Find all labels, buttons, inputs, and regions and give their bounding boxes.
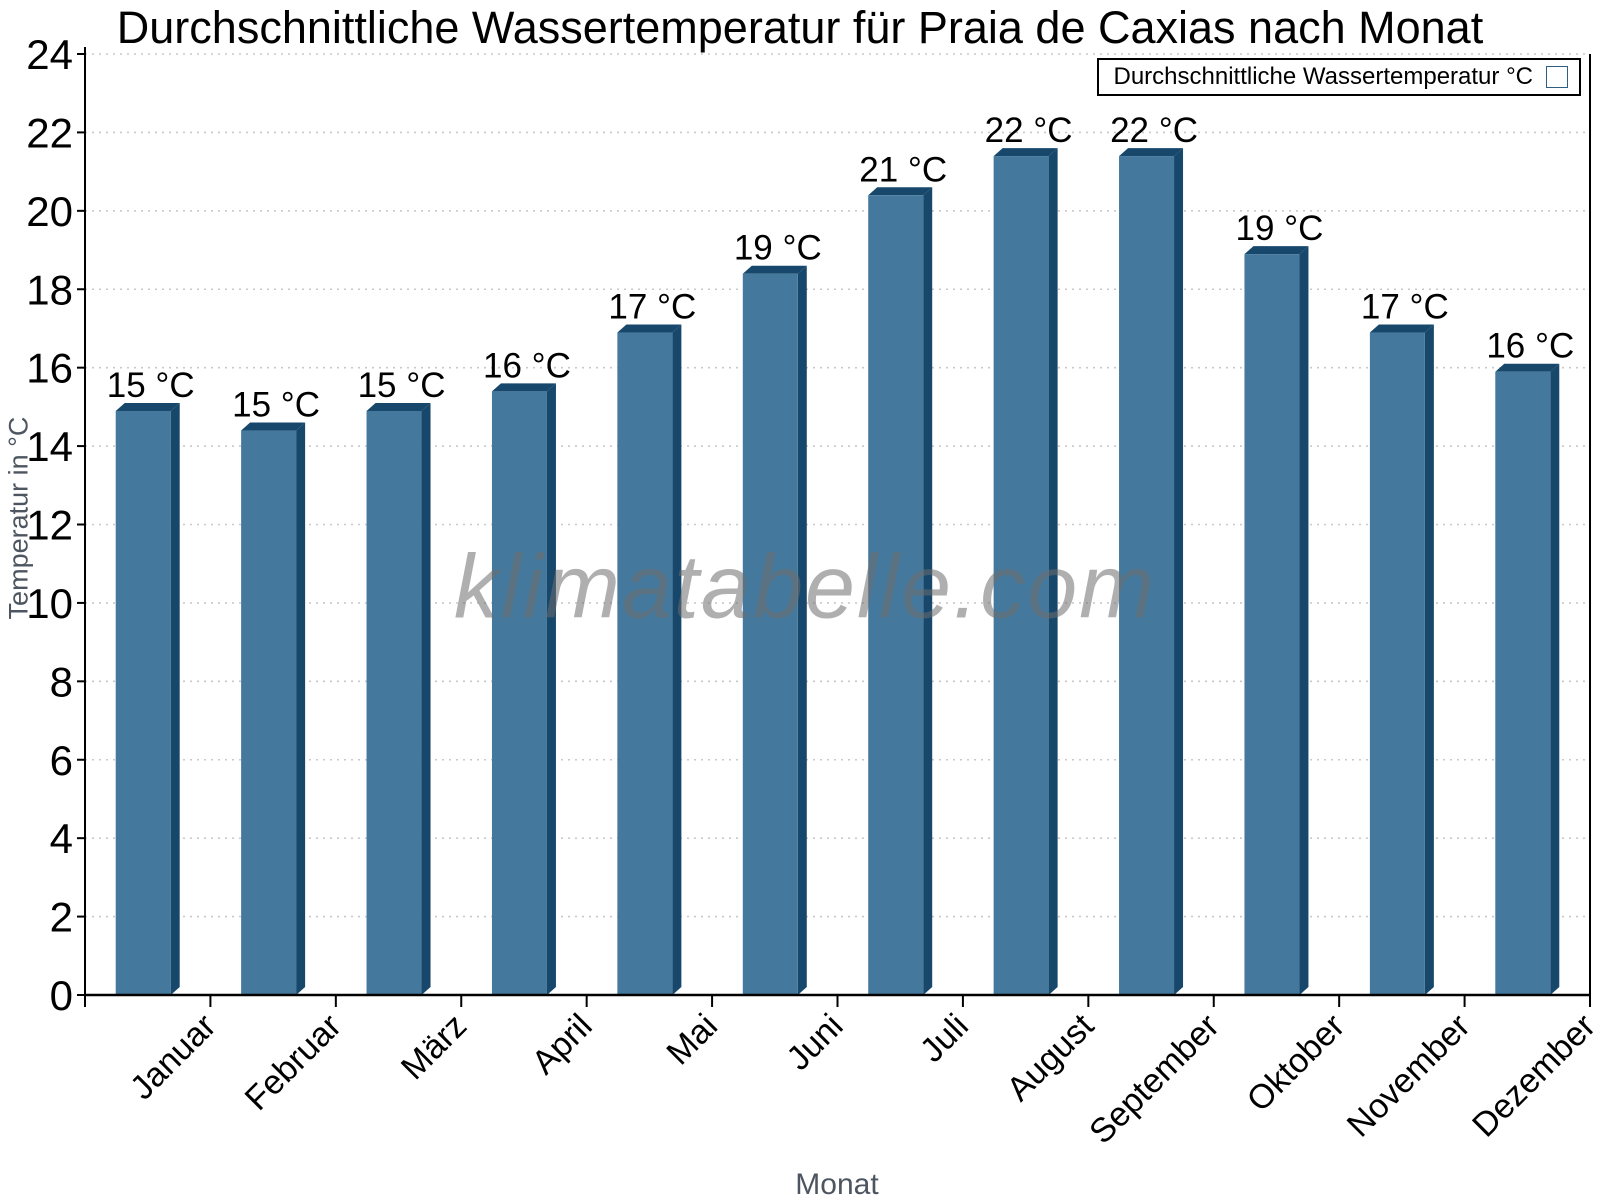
y-axis-tick-label: 0	[50, 972, 73, 1019]
bar-märz[interactable]	[366, 402, 431, 995]
bar-right-face	[421, 402, 431, 995]
y-axis-tick-label: 2	[50, 894, 73, 941]
y-axis-tick-label: 14	[26, 423, 73, 470]
y-axis-tick-label: 10	[26, 580, 73, 627]
x-axis-label: Juni	[779, 1007, 850, 1078]
bar-right-face	[1299, 246, 1309, 995]
bar-top-face	[366, 402, 431, 411]
y-axis-tick-label: 22	[26, 109, 73, 156]
bar-value-label: 15 °C	[232, 386, 320, 425]
bar-februar[interactable]	[241, 422, 306, 995]
x-axis-label: Dezember	[1465, 1007, 1600, 1145]
x-axis-label: März	[394, 1007, 474, 1087]
bar-top-face	[868, 187, 933, 196]
bar-front-face	[993, 156, 1049, 996]
bar-top-face	[115, 402, 180, 411]
bar-top-face	[617, 324, 682, 333]
y-axis-tick-label: 6	[50, 737, 73, 784]
x-axis-label: August	[1000, 1006, 1102, 1108]
bar-right-face	[296, 422, 306, 995]
legend-swatch-icon	[1546, 66, 1568, 88]
bar-september[interactable]	[1119, 148, 1184, 996]
bar-november[interactable]	[1369, 324, 1434, 996]
bar-front-face	[1244, 254, 1300, 995]
bar-april[interactable]	[491, 383, 556, 996]
bar-value-label: 21 °C	[859, 150, 947, 189]
bar-right-face	[546, 383, 556, 996]
bar-right-face	[1174, 148, 1184, 996]
x-axis-label: April	[525, 1007, 600, 1082]
bar-value-label: 16 °C	[1486, 327, 1574, 366]
y-axis-tick-label: 16	[26, 345, 73, 392]
bar-value-label: 22 °C	[985, 111, 1073, 150]
bar-front-face	[491, 391, 547, 996]
legend: Durchschnittliche Wassertemperatur °C	[1097, 58, 1581, 96]
bar-right-face	[1550, 363, 1560, 995]
bar-top-face	[1369, 324, 1434, 333]
bar-front-face	[617, 332, 673, 996]
bar-januar[interactable]	[115, 402, 180, 995]
bar-top-face	[1244, 246, 1309, 255]
bar-right-face	[672, 324, 682, 996]
bar-value-label: 15 °C	[107, 366, 195, 405]
bar-right-face	[1048, 148, 1058, 996]
bar-mai[interactable]	[617, 324, 682, 996]
y-axis-tick-label: 18	[26, 266, 73, 313]
bar-value-label: 15 °C	[358, 366, 446, 405]
bar-front-face	[115, 410, 171, 995]
y-axis-tick-label: 8	[50, 658, 73, 705]
watermark: klimatabelle.com	[453, 537, 1157, 638]
bar-value-label: 17 °C	[608, 288, 696, 327]
bar-right-face	[1424, 324, 1434, 996]
bar-front-face	[366, 410, 422, 995]
bar-front-face	[742, 273, 798, 996]
bar-top-face	[491, 383, 556, 392]
bar-top-face	[1119, 148, 1184, 157]
bar-value-label: 19 °C	[1235, 209, 1323, 248]
bar-right-face	[170, 402, 180, 995]
x-axis-label: Mai	[659, 1007, 725, 1073]
bar-top-face	[993, 148, 1058, 157]
y-axis-tick-label: 24	[26, 31, 73, 78]
bar-top-face	[1495, 363, 1560, 372]
y-axis-tick-label: 4	[50, 815, 73, 862]
y-axis-tick-label: 20	[26, 188, 73, 235]
bar-value-label: 19 °C	[734, 229, 822, 268]
x-axis-label: Februar	[238, 1007, 349, 1118]
x-axis-label: Juli	[913, 1007, 976, 1070]
bar-value-label: 22 °C	[1110, 111, 1198, 150]
x-axis-title: Monat	[795, 1168, 879, 1200]
y-axis-tick-label: 12	[26, 502, 73, 549]
bar-right-face	[797, 265, 807, 996]
bar-top-face	[742, 265, 807, 274]
bar-august[interactable]	[993, 148, 1058, 996]
x-axis-label: November	[1340, 1007, 1478, 1145]
bar-right-face	[923, 187, 933, 995]
bar-front-face	[868, 195, 924, 995]
legend-item-label[interactable]: Durchschnittliche Wassertemperatur °C	[1113, 63, 1533, 90]
bar-value-label: 16 °C	[483, 346, 571, 385]
bar-front-face	[241, 430, 297, 995]
bar-front-face	[1119, 156, 1175, 996]
x-axis-label: September	[1082, 1007, 1226, 1151]
chart-title: Durchschnittliche Wassertemperatur für P…	[116, 2, 1484, 53]
bar-juni[interactable]	[742, 265, 807, 996]
x-axis-label: Oktober	[1240, 1007, 1352, 1119]
bar-front-face	[1495, 371, 1551, 995]
bar-juli[interactable]	[868, 187, 933, 995]
bar-value-label: 17 °C	[1361, 288, 1449, 327]
x-axis-label: Januar	[123, 1007, 223, 1107]
bar-top-face	[241, 422, 306, 431]
bar-dezember[interactable]	[1495, 363, 1560, 995]
bar-front-face	[1369, 332, 1425, 996]
bar-oktober[interactable]	[1244, 246, 1309, 995]
y-axis-title: Temperatur in °C	[3, 416, 34, 620]
